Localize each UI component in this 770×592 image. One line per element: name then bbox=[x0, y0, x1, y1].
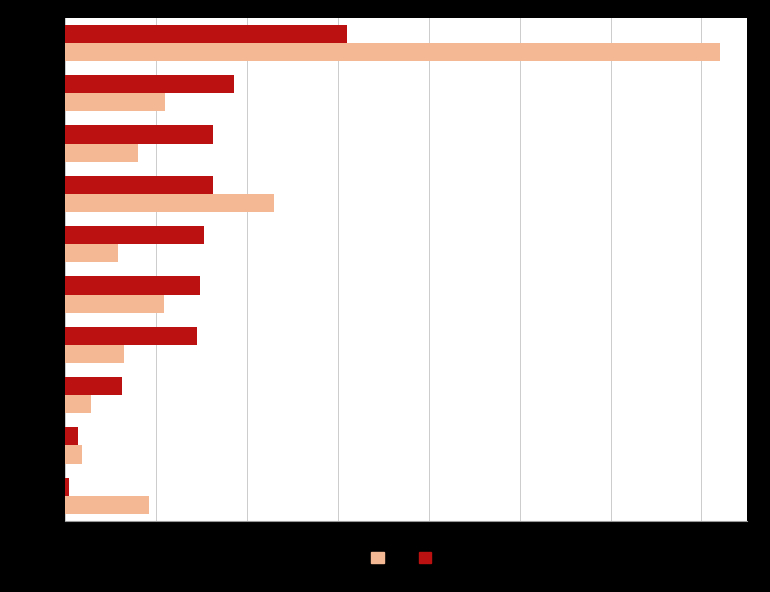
Bar bbox=[65, 294, 163, 313]
Bar bbox=[65, 244, 118, 262]
Legend: , : , bbox=[367, 547, 446, 570]
Bar bbox=[65, 446, 82, 464]
Bar bbox=[65, 43, 720, 61]
Bar bbox=[65, 377, 122, 395]
Bar bbox=[65, 427, 79, 446]
Bar bbox=[65, 276, 200, 295]
Bar bbox=[65, 496, 149, 514]
Bar bbox=[65, 345, 124, 363]
Bar bbox=[65, 143, 138, 162]
Bar bbox=[65, 126, 213, 143]
Bar bbox=[65, 395, 91, 413]
Bar bbox=[65, 327, 197, 345]
Bar bbox=[65, 226, 203, 244]
Bar bbox=[65, 75, 233, 93]
Bar bbox=[65, 93, 166, 111]
Bar bbox=[65, 194, 274, 212]
Bar bbox=[65, 176, 213, 194]
Bar bbox=[65, 25, 347, 43]
Bar bbox=[65, 478, 69, 496]
